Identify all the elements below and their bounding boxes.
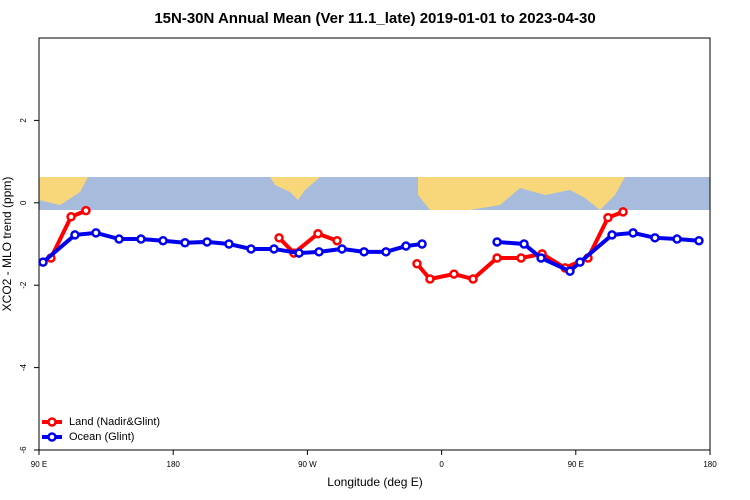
point [91, 228, 101, 238]
point [650, 233, 660, 243]
point [202, 237, 212, 247]
point [224, 239, 234, 249]
point [38, 257, 48, 267]
point [694, 235, 704, 246]
chart-title: 15N-30N Annual Mean (Ver 11.1_late) 2019… [154, 10, 595, 27]
x-axis-label: Longitude (deg E) [327, 475, 422, 489]
point [274, 233, 284, 243]
map-band [39, 177, 710, 210]
point [565, 266, 575, 276]
x-tick-label: 90 E [568, 460, 584, 469]
point [314, 247, 324, 257]
y-tick-label: -4 [19, 363, 28, 371]
point [158, 235, 168, 246]
point [337, 244, 347, 254]
point [381, 247, 391, 257]
legend-marker [47, 432, 57, 442]
point [412, 259, 422, 269]
point [628, 228, 638, 238]
point [607, 230, 617, 240]
point [672, 234, 682, 244]
point [575, 257, 585, 267]
point [401, 241, 411, 251]
point [603, 212, 613, 223]
point [536, 253, 546, 263]
point [359, 247, 369, 257]
point [417, 239, 427, 249]
point [313, 228, 323, 239]
point [516, 253, 526, 263]
legend-label: Ocean (Glint) [69, 431, 134, 443]
point [246, 244, 256, 254]
point [114, 234, 124, 244]
y-tick-label: -6 [19, 446, 28, 454]
x-tick-label: 90 W [298, 460, 317, 469]
point [70, 230, 80, 240]
y-tick-label: -2 [19, 281, 28, 289]
point [449, 269, 459, 279]
point [136, 234, 146, 244]
x-tick-label: 0 [439, 460, 444, 469]
point [294, 248, 304, 258]
point [425, 274, 435, 284]
point [468, 274, 478, 284]
point [81, 205, 91, 216]
point [618, 207, 628, 217]
legend-marker [47, 417, 57, 427]
y-axis-label: XCO2 - MLO trend (ppm) [0, 177, 14, 312]
point [492, 237, 502, 247]
point [519, 239, 529, 249]
point [180, 238, 190, 248]
point [66, 212, 76, 222]
x-tick-label: 90 E [31, 460, 47, 469]
y-tick-label: 0 [19, 200, 28, 205]
point [492, 253, 502, 263]
x-tick-label: 180 [167, 460, 181, 469]
x-tick-label: 180 [703, 460, 717, 469]
legend-label: Land (Nadir&Glint) [69, 416, 160, 428]
y-tick-label: 2 [19, 118, 28, 123]
plot-frame [38, 37, 711, 451]
point [332, 235, 342, 246]
point [269, 244, 279, 254]
